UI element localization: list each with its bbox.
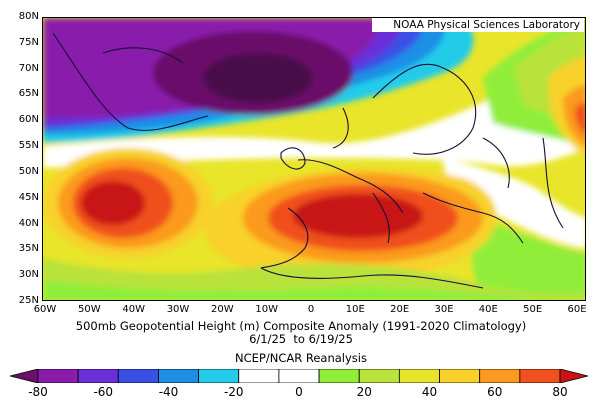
colorbar-segment: [77, 369, 119, 383]
colorbar-label: -80: [28, 385, 48, 399]
lon-label: 30W: [166, 304, 190, 315]
lon-label: 40W: [122, 304, 145, 315]
colorbar-label: 40: [421, 385, 438, 399]
lon-label: 20E: [390, 304, 410, 315]
colorbar-segment: [519, 369, 561, 383]
lon-label: 0: [307, 304, 315, 315]
anomaly-map: [42, 17, 586, 301]
lon-label: 10E: [345, 304, 365, 315]
colorbar-label: 0: [295, 385, 303, 399]
colorbar-segment: [238, 369, 280, 383]
colorbar-segment: [158, 369, 200, 383]
colorbar: [10, 369, 588, 383]
colorbar-segment: [358, 369, 400, 383]
colorbar-segment: [10, 369, 39, 383]
colorbar-label: -60: [93, 385, 114, 399]
lat-label: 55N: [18, 140, 39, 152]
colorbar-segment: [37, 369, 79, 383]
coastlines: [52, 32, 564, 289]
colorbar-label: -40: [158, 385, 179, 399]
colorbar-segment: [559, 369, 588, 383]
lon-label: 60W: [33, 304, 57, 315]
colorbar-label: -20: [223, 385, 244, 399]
lat-label: 65N: [18, 88, 39, 100]
lon-label: 30E: [434, 304, 454, 315]
lat-label: 25N: [18, 295, 39, 306]
map-canvas: [43, 18, 585, 300]
lat-label: 40N: [18, 217, 39, 229]
data-source: NCEP/NCAR Reanalysis: [235, 351, 367, 365]
date-range: 6/1/25 to 6/19/25: [249, 332, 353, 346]
lon-label: 50E: [523, 304, 543, 315]
lat-label: 70N: [18, 62, 39, 74]
lat-label: 50N: [18, 165, 39, 177]
lon-label: 20W: [211, 304, 234, 315]
colorbar-segment: [439, 369, 481, 383]
anomaly-field: [43, 18, 585, 300]
colorbar-label: 60: [487, 385, 503, 399]
colorbar-label: 20: [356, 385, 372, 399]
lon-label: 40E: [478, 304, 498, 315]
lat-label: 75N: [18, 36, 39, 48]
colorbar-segment: [318, 369, 360, 383]
colorbar-segment: [398, 369, 440, 383]
colorbar-label: 80: [552, 385, 568, 399]
colorbar-segment: [278, 369, 320, 383]
colorbar-segment: [117, 369, 159, 383]
lat-label: 30N: [18, 269, 39, 281]
lon-label: 10W: [255, 304, 278, 315]
lon-label: 50W: [78, 304, 101, 315]
colorbar-segment: [479, 369, 521, 383]
lon-label: 60E: [567, 304, 587, 315]
lat-label: 60N: [18, 114, 39, 126]
lab-label: NOAA Physical Sciences Laboratory: [372, 18, 584, 32]
colorbar-segment: [198, 369, 240, 383]
lat-label: 35N: [18, 243, 39, 255]
lat-label: 80N: [18, 11, 39, 22]
lat-label: 45N: [18, 191, 39, 203]
chart-title: 500mb Geopotential Height (m) Composite …: [75, 319, 527, 333]
